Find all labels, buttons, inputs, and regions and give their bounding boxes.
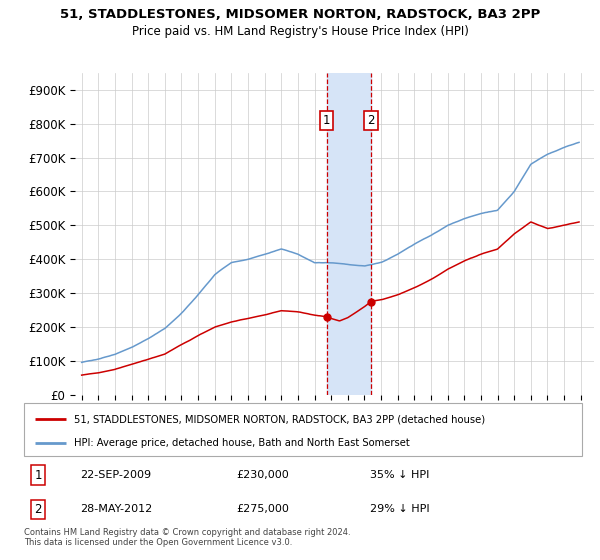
Text: 51, STADDLESTONES, MIDSOMER NORTON, RADSTOCK, BA3 2PP: 51, STADDLESTONES, MIDSOMER NORTON, RADS…	[60, 8, 540, 21]
Text: 2: 2	[34, 503, 42, 516]
Text: £230,000: £230,000	[236, 470, 289, 480]
Text: Price paid vs. HM Land Registry's House Price Index (HPI): Price paid vs. HM Land Registry's House …	[131, 25, 469, 38]
FancyBboxPatch shape	[24, 403, 582, 456]
Text: 2: 2	[367, 114, 375, 127]
Text: 1: 1	[323, 114, 330, 127]
Text: Contains HM Land Registry data © Crown copyright and database right 2024.
This d: Contains HM Land Registry data © Crown c…	[24, 528, 350, 547]
Bar	[326, 73, 371, 395]
Text: 28-MAY-2012: 28-MAY-2012	[80, 505, 152, 515]
Text: 35% ↓ HPI: 35% ↓ HPI	[370, 470, 430, 480]
Text: £275,000: £275,000	[236, 505, 289, 515]
Text: HPI: Average price, detached house, Bath and North East Somerset: HPI: Average price, detached house, Bath…	[74, 438, 410, 448]
Text: 1: 1	[34, 469, 42, 482]
Text: 22-SEP-2009: 22-SEP-2009	[80, 470, 151, 480]
Text: 51, STADDLESTONES, MIDSOMER NORTON, RADSTOCK, BA3 2PP (detached house): 51, STADDLESTONES, MIDSOMER NORTON, RADS…	[74, 414, 485, 424]
Text: 29% ↓ HPI: 29% ↓ HPI	[370, 505, 430, 515]
